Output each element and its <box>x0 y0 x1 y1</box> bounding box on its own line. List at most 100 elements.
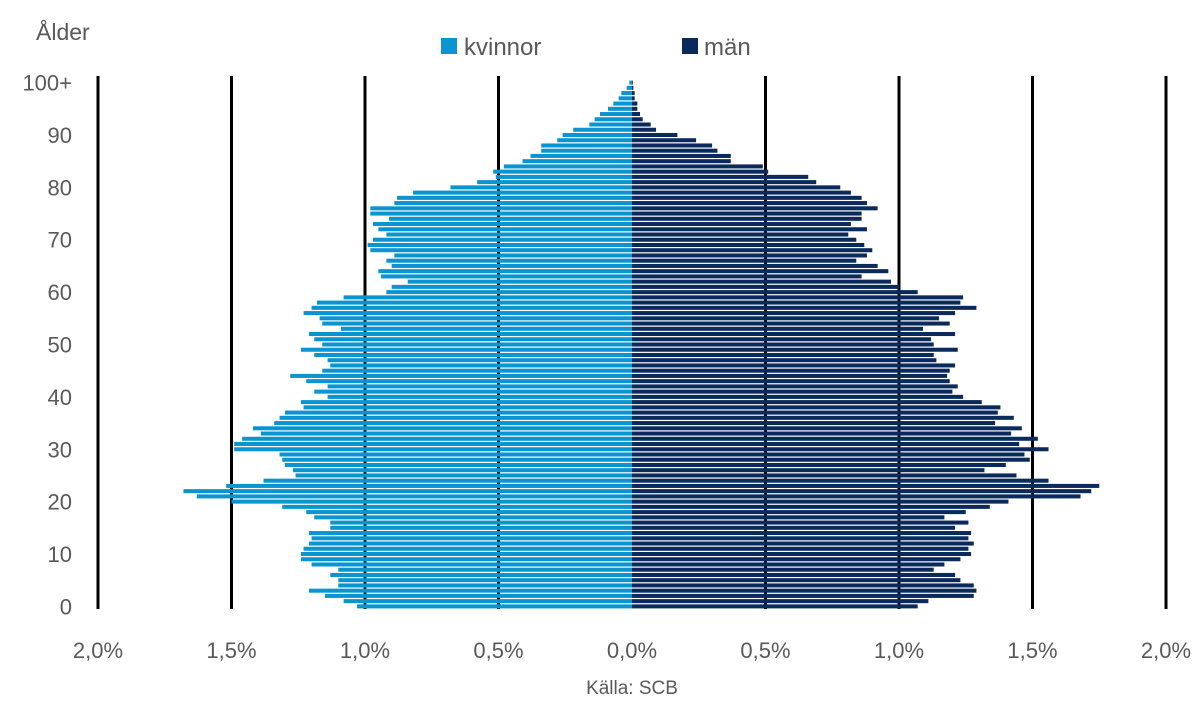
bars <box>183 80 1100 609</box>
bar-man-age-80 <box>632 185 841 190</box>
bar-man-age-9 <box>632 557 961 562</box>
legend: kvinnor män <box>441 34 751 61</box>
bar-kvinnor-age-8 <box>311 562 632 567</box>
y-tick-label: 50 <box>48 333 72 358</box>
bar-man-age-17 <box>632 515 945 520</box>
bar-man-age-50 <box>632 342 934 347</box>
bar-kvinnor-age-92 <box>589 122 632 127</box>
bar-man-age-62 <box>632 279 891 284</box>
bar-man-age-51 <box>632 337 932 342</box>
bar-man-age-28 <box>632 457 1030 462</box>
bar-kvinnor-age-70 <box>373 237 632 242</box>
bar-kvinnor-age-29 <box>279 452 632 457</box>
bar-kvinnor-age-28 <box>282 457 632 462</box>
bar-man-age-58 <box>632 300 961 305</box>
source-note: Källa: SCB <box>586 678 678 699</box>
bar-kvinnor-age-49 <box>300 347 632 352</box>
bar-kvinnor-age-19 <box>282 504 632 509</box>
bar-man-age-30 <box>632 447 1049 452</box>
bar-man-age-21 <box>632 494 1081 499</box>
bar-kvinnor-age-36 <box>279 415 632 420</box>
bar-man-age-47 <box>632 358 937 363</box>
bar-kvinnor-age-26 <box>292 468 632 473</box>
bar-man-age-41 <box>632 389 953 394</box>
bar-man-age-66 <box>632 258 857 263</box>
bar-kvinnor-age-71 <box>386 232 632 237</box>
bar-man-age-97 <box>632 96 635 101</box>
bar-man-age-43 <box>632 379 950 384</box>
legend-swatch-man <box>682 38 698 54</box>
bar-man-age-98 <box>632 91 635 96</box>
bar-kvinnor-age-20 <box>231 499 632 504</box>
y-tick-label: 90 <box>48 123 72 148</box>
bar-kvinnor-age-41 <box>314 389 632 394</box>
bar-kvinnor-age-33 <box>260 431 632 436</box>
bar-kvinnor-age-58 <box>316 300 632 305</box>
bar-kvinnor-age-100+ <box>629 80 632 85</box>
bar-man-age-77 <box>632 201 867 206</box>
bar-kvinnor-age-2 <box>324 593 632 598</box>
bar-kvinnor-age-10 <box>300 551 632 557</box>
bar-man-age-64 <box>632 269 889 274</box>
bar-kvinnor-age-96 <box>613 101 632 106</box>
bar-kvinnor-age-53 <box>340 326 632 331</box>
bar-kvinnor-age-24 <box>263 478 632 483</box>
bar-kvinnor-age-64 <box>378 269 632 274</box>
bar-kvinnor-age-35 <box>274 421 632 426</box>
bar-man-age-56 <box>632 311 956 316</box>
bar-kvinnor-age-57 <box>311 305 632 310</box>
bar-man-age-44 <box>632 373 948 378</box>
bar-man-age-93 <box>632 117 643 122</box>
bar-kvinnor-age-52 <box>308 332 632 337</box>
bar-kvinnor-age-42 <box>327 384 632 389</box>
bar-kvinnor-age-23 <box>226 483 632 488</box>
bar-kvinnor-age-39 <box>300 400 632 405</box>
bar-man-age-54 <box>632 321 950 326</box>
bar-kvinnor-age-78 <box>397 195 632 200</box>
bar-kvinnor-age-99 <box>626 85 632 90</box>
bar-kvinnor-age-31 <box>234 441 633 447</box>
bar-kvinnor-age-46 <box>330 363 632 368</box>
bar-man-age-87 <box>632 148 718 153</box>
bar-man-age-11 <box>632 546 969 551</box>
bar-kvinnor-age-55 <box>319 316 632 321</box>
bar-man-age-26 <box>632 468 985 473</box>
bar-man-age-36 <box>632 415 1014 420</box>
bar-kvinnor-age-45 <box>322 368 632 373</box>
bar-kvinnor-age-43 <box>306 379 632 384</box>
bar-man-age-37 <box>632 410 998 415</box>
bar-man-age-0 <box>632 604 918 609</box>
bar-kvinnor-age-84 <box>503 164 632 169</box>
bar-man-age-70 <box>632 237 857 242</box>
x-tick-label: 1,0% <box>340 638 390 663</box>
bar-man-age-46 <box>632 363 956 368</box>
bar-kvinnor-age-80 <box>450 185 632 190</box>
bar-man-age-89 <box>632 138 697 143</box>
bar-man-age-94 <box>632 112 641 117</box>
x-tick-label: 0,5% <box>740 638 790 663</box>
bar-man-age-76 <box>632 206 878 211</box>
bar-kvinnor-age-13 <box>311 536 632 541</box>
bar-kvinnor-age-14 <box>308 531 632 536</box>
bar-man-age-85 <box>632 159 731 164</box>
bar-kvinnor-age-50 <box>322 342 632 347</box>
bar-kvinnor-age-3 <box>308 588 632 593</box>
bar-man-age-14 <box>632 531 972 536</box>
x-tick-label: 2,0% <box>73 638 123 663</box>
bar-man-age-81 <box>632 180 817 185</box>
bar-man-age-55 <box>632 316 940 321</box>
bar-man-age-57 <box>632 305 977 310</box>
bar-kvinnor-age-9 <box>300 557 632 562</box>
bar-man-age-12 <box>632 541 974 546</box>
bar-kvinnor-age-87 <box>541 148 632 153</box>
bar-man-age-5 <box>632 578 961 583</box>
bar-kvinnor-age-37 <box>284 410 632 415</box>
bar-kvinnor-age-12 <box>308 541 632 546</box>
bar-man-age-32 <box>632 436 1038 441</box>
bar-kvinnor-age-95 <box>607 106 632 111</box>
tick-labels: 2,0% 1,5% 1,0% 0,5% 0,0% 0,5% 1,0% 1,5% 2,0% 100+… <box>22 71 1191 663</box>
bar-kvinnor-age-76 <box>370 206 632 211</box>
bar-kvinnor-age-68 <box>370 248 632 253</box>
y-tick-label: 70 <box>48 228 72 253</box>
bar-kvinnor-age-61 <box>391 284 632 289</box>
